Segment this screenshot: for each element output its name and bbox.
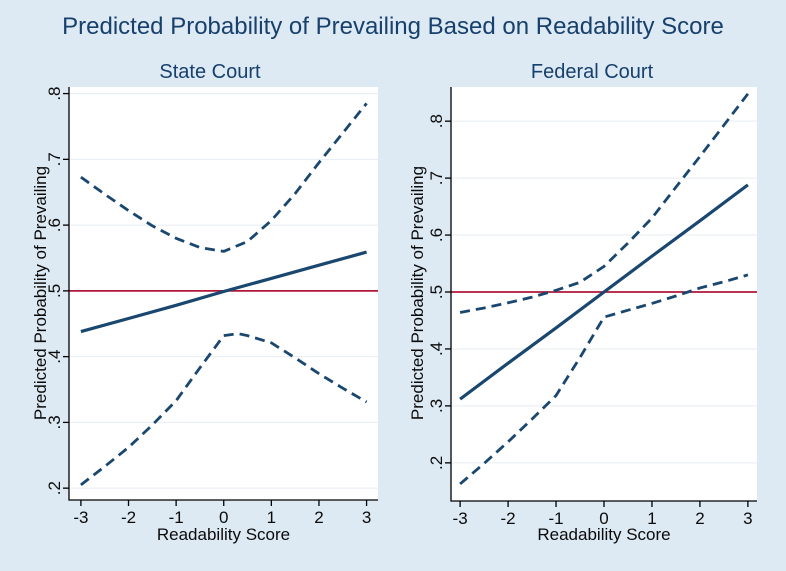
- x-tick-label: 3: [362, 508, 371, 527]
- y-tick-label: .8: [427, 114, 446, 128]
- x-tick-label: 2: [695, 509, 704, 528]
- federal-court-chart: .2 .3 .4 .5 .6 .7 .8 -3 -2 -1 0 1 2 3: [427, 87, 757, 528]
- x-axis-title-federal: Readability Score: [537, 525, 671, 544]
- y-tick-label: .6: [427, 228, 446, 242]
- x-tick-label: -1: [548, 509, 563, 528]
- y-tick-label: .7: [45, 152, 64, 166]
- x-tick-label: -2: [121, 508, 136, 527]
- plot-area: [69, 87, 378, 500]
- x-tick-label: -2: [501, 509, 516, 528]
- x-tick-label: -3: [73, 508, 88, 527]
- y-tick-label: .6: [45, 218, 64, 232]
- chart-main-title: Predicted Probability of Prevailing Base…: [62, 13, 724, 40]
- x-tick-label: 1: [267, 508, 276, 527]
- state-court-chart: .2 .3 .4 .5 .6 .7 .8 -3 -2 -1 0 1 2 3: [45, 86, 378, 527]
- y-tick-label: .8: [45, 86, 64, 100]
- series-predicted-probability: [80, 250, 368, 334]
- y-tick-label: .3: [45, 415, 64, 429]
- series-predicted-probability: [459, 183, 749, 401]
- y-tick-label: .7: [427, 171, 446, 185]
- x-axis-title-state: Readability Score: [156, 525, 291, 544]
- axis-lines: [450, 87, 757, 502]
- x-tick-label: 2: [314, 508, 323, 527]
- y-tick-label: .3: [427, 399, 446, 413]
- x-tick-label: 0: [219, 508, 228, 527]
- panel-title-federal-court: Federal Court: [530, 61, 654, 83]
- y-tick-label: .4: [427, 342, 446, 356]
- x-tick-label: 1: [647, 509, 656, 528]
- x-tick-label: -1: [169, 508, 184, 527]
- series-upper-confidence-bound: [80, 102, 368, 253]
- series-lower-confidence-bound: [80, 332, 368, 487]
- y-tick-label: .5: [427, 285, 446, 299]
- x-tick-label: -3: [453, 509, 468, 528]
- y-tick-label: .5: [45, 284, 64, 298]
- y-tick-label: .2: [427, 456, 446, 470]
- x-tick-label: 3: [743, 509, 752, 528]
- series-lower-confidence-bound: [459, 273, 749, 485]
- series-upper-confidence-bound: [459, 92, 750, 314]
- y-tick-label: .4: [45, 350, 64, 364]
- plot-area: [451, 87, 757, 501]
- y-tick-label: .2: [45, 481, 64, 495]
- panel-title-state-court: State Court: [159, 61, 261, 83]
- x-tick-label: 0: [599, 509, 608, 528]
